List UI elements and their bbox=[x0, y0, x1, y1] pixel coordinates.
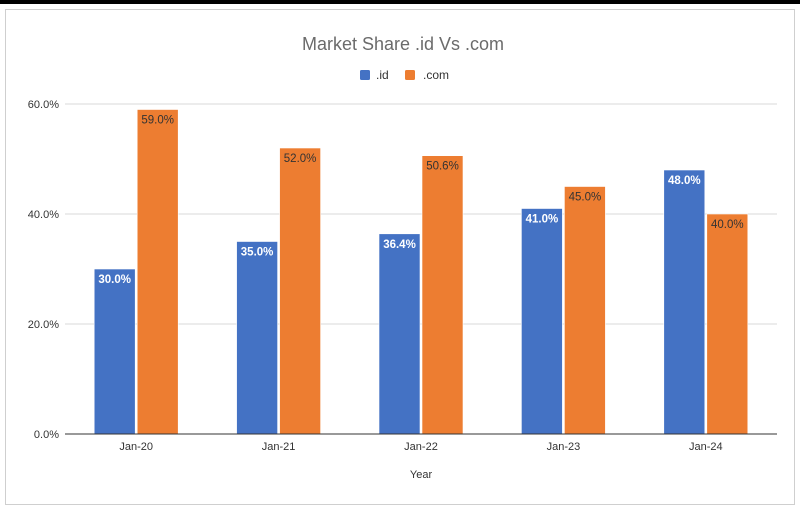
bar-com-jan-23 bbox=[564, 186, 606, 435]
data-label: 48.0% bbox=[668, 175, 701, 187]
data-label: 35.0% bbox=[241, 247, 274, 259]
data-label: 30.0% bbox=[98, 274, 131, 286]
bar-id-jan-22 bbox=[378, 233, 421, 435]
bar-id-jan-21 bbox=[236, 241, 278, 435]
data-label: 59.0% bbox=[141, 115, 174, 127]
legend-label-id: .id bbox=[376, 68, 389, 82]
bars: 30.0% 59.0% 35.0% 52.0% 36.4% 50.6% 41.0% 45.0%… bbox=[93, 109, 749, 435]
legend: .id .com bbox=[360, 68, 449, 82]
bar-id-jan-24 bbox=[663, 169, 706, 435]
data-label: 52.0% bbox=[284, 153, 317, 165]
x-tick-label: Jan-20 bbox=[119, 441, 153, 453]
bar-com-jan-24 bbox=[706, 213, 749, 435]
bar-id-jan-20 bbox=[93, 268, 136, 435]
x-tick-label: Jan-24 bbox=[689, 441, 723, 453]
bar-com-jan-21 bbox=[279, 147, 321, 435]
data-label: 45.0% bbox=[569, 192, 602, 204]
data-label: 50.6% bbox=[426, 161, 459, 173]
bar-id-jan-23 bbox=[521, 208, 563, 435]
y-axis: 0.0% 20.0% 40.0% 60.0% bbox=[28, 99, 59, 441]
y-tick-label: 40.0% bbox=[28, 209, 59, 221]
y-tick-label: 0.0% bbox=[34, 429, 59, 441]
legend-swatch-id bbox=[360, 70, 370, 80]
data-label: 41.0% bbox=[526, 214, 559, 226]
x-tick-label: Jan-23 bbox=[547, 441, 581, 453]
gridlines bbox=[65, 103, 777, 325]
data-label: 36.4% bbox=[383, 239, 416, 251]
x-tick-label: Jan-21 bbox=[262, 441, 296, 453]
x-axis: Jan-20 Jan-21 Jan-22 Jan-23 Jan-24 bbox=[65, 433, 777, 453]
legend-swatch-com bbox=[405, 70, 415, 80]
chart-title: Market Share .id Vs .com bbox=[302, 34, 504, 54]
y-tick-label: 20.0% bbox=[28, 319, 59, 331]
bar-com-jan-22 bbox=[421, 155, 464, 435]
x-axis-title: Year bbox=[410, 469, 433, 481]
x-tick-label: Jan-22 bbox=[404, 441, 438, 453]
top-border bbox=[0, 0, 800, 4]
legend-label-com: .com bbox=[423, 68, 449, 82]
bar-com-jan-20 bbox=[136, 109, 179, 435]
data-label: 40.0% bbox=[711, 219, 744, 231]
y-tick-label: 60.0% bbox=[28, 99, 59, 111]
